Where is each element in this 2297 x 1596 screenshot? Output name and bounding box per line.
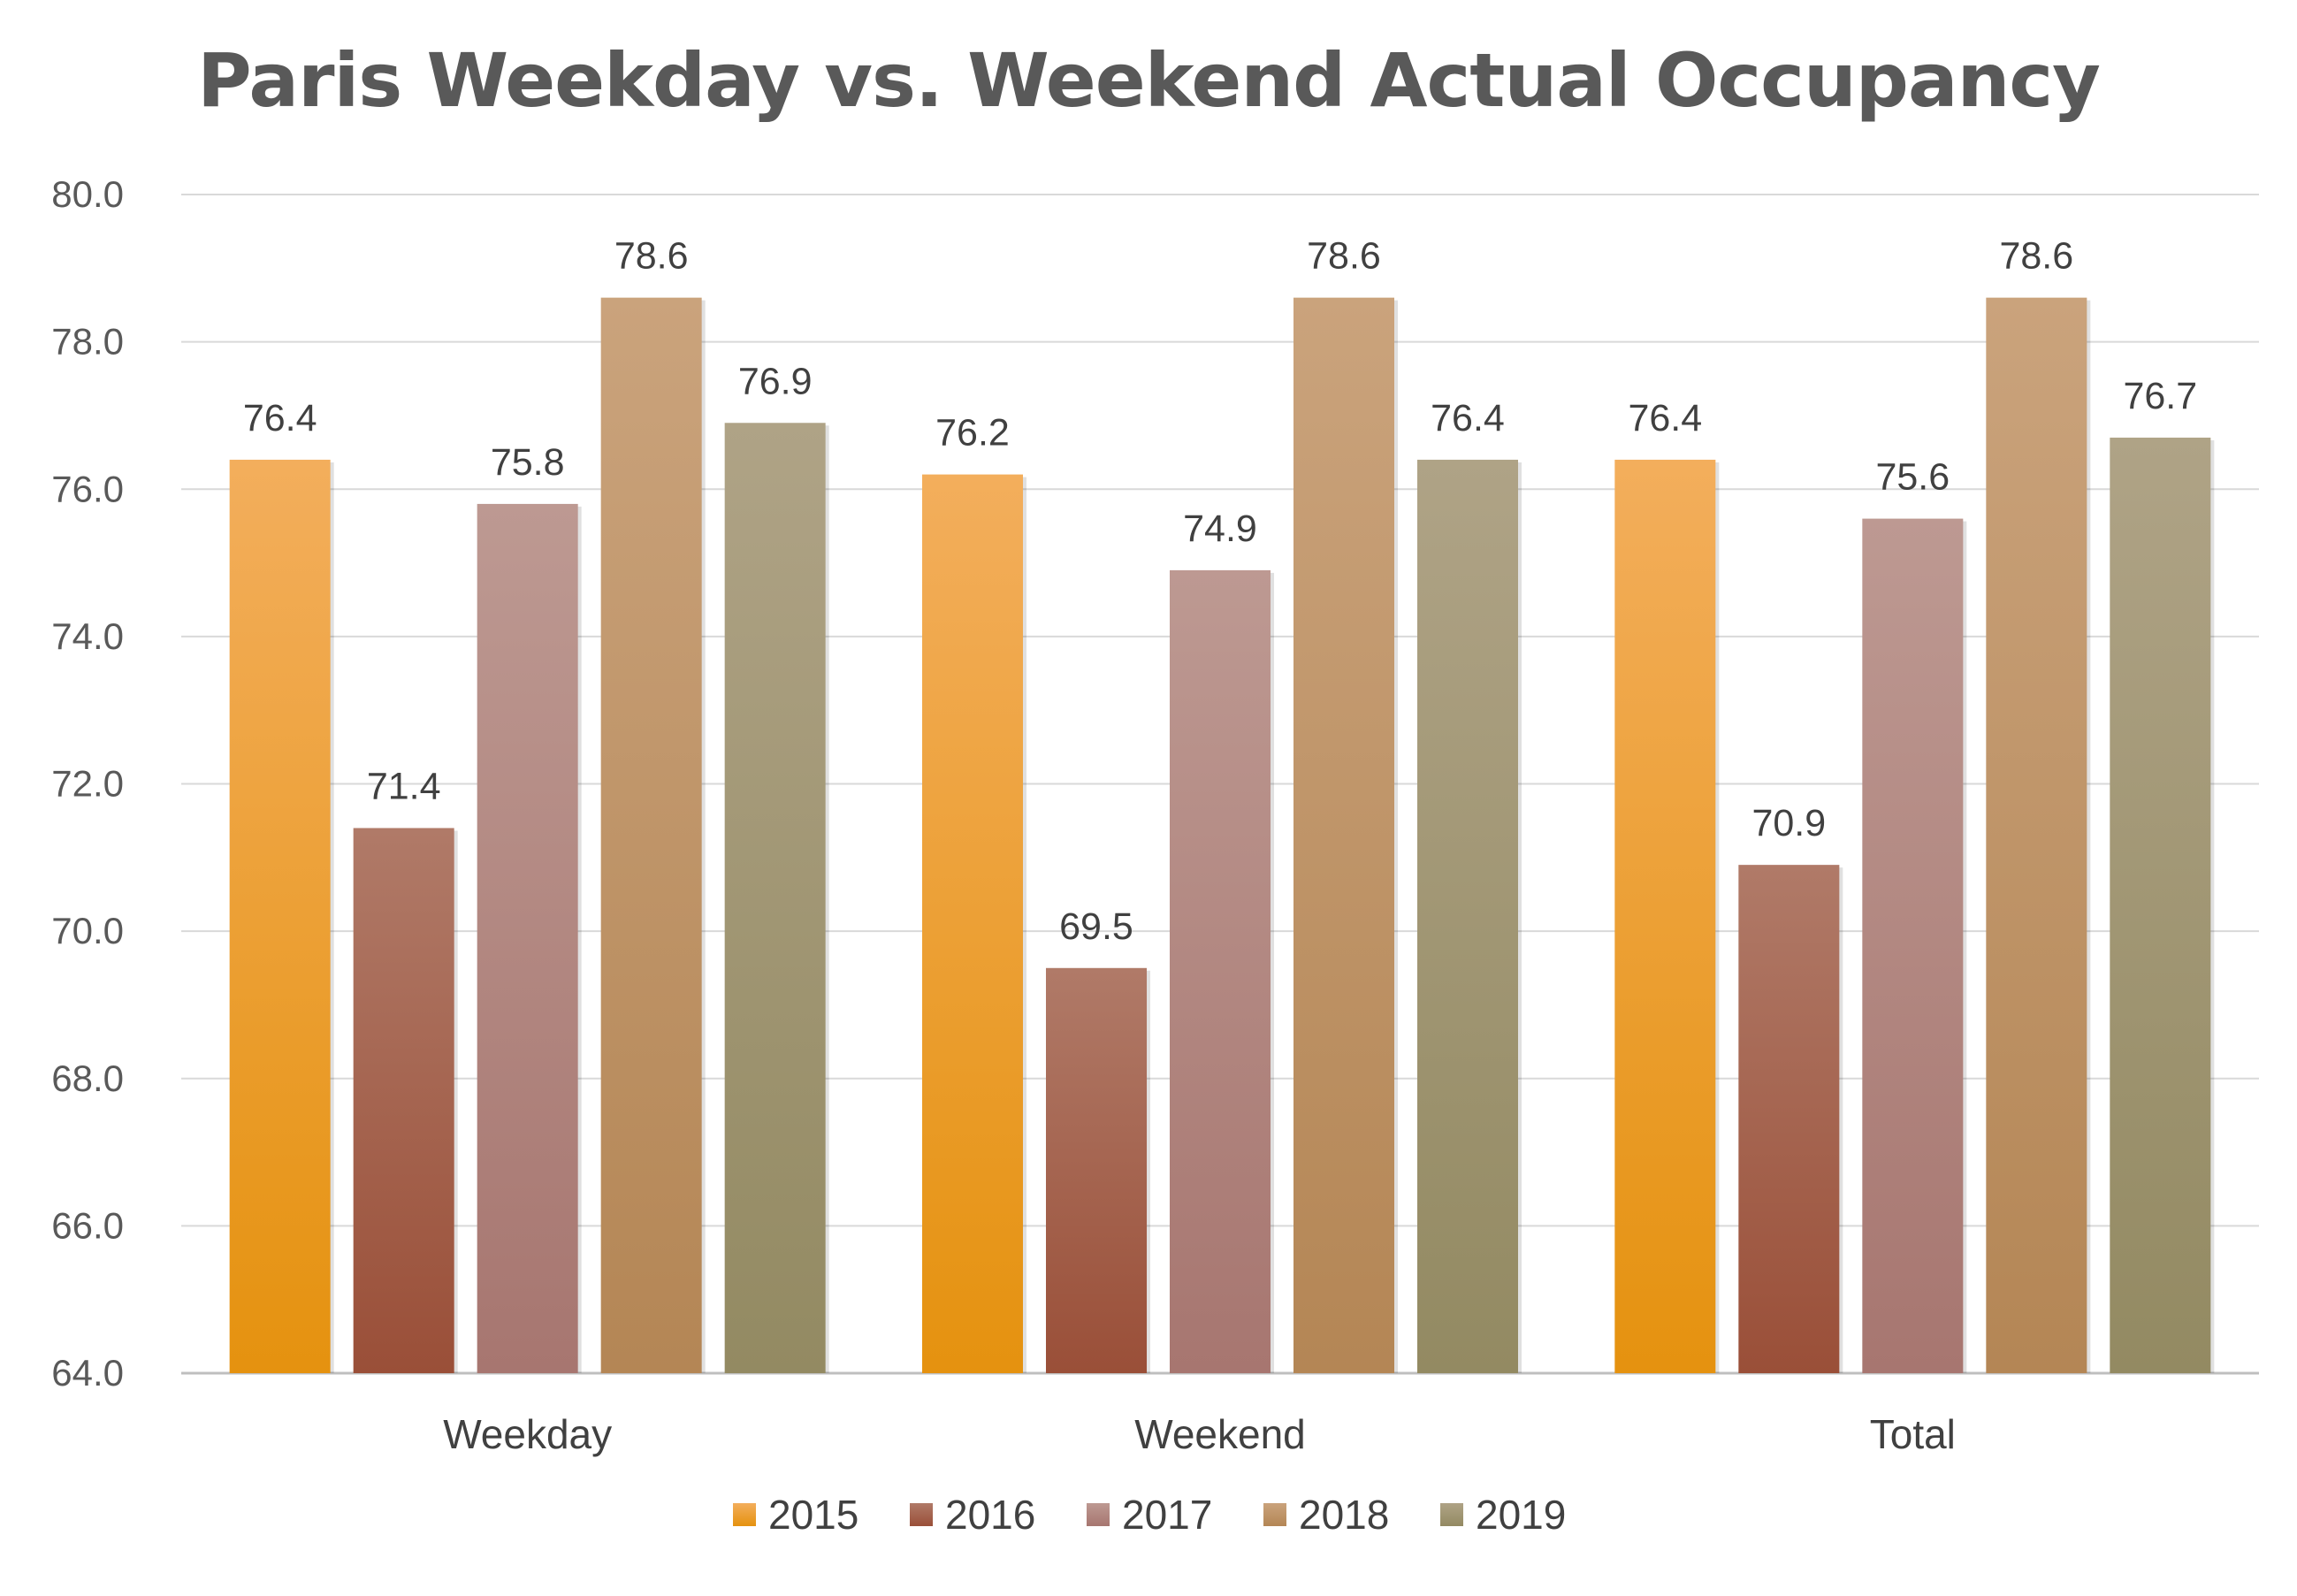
data-label: 78.6 bbox=[1999, 235, 2073, 278]
bar-2016-weekend bbox=[1046, 967, 1147, 1373]
y-tick-label: 70.0 bbox=[51, 910, 124, 951]
y-tick-label: 76.0 bbox=[51, 468, 124, 509]
bar-2018-weekday bbox=[600, 297, 702, 1374]
y-tick-label: 72.0 bbox=[51, 763, 124, 805]
bar-2017-weekday bbox=[477, 503, 578, 1373]
category-label: Total bbox=[1870, 1411, 1956, 1457]
bar-2019-weekend bbox=[1417, 459, 1518, 1373]
bar-2019-weekday bbox=[724, 423, 826, 1373]
category-label: Weekday bbox=[443, 1411, 612, 1457]
legend-label: 2016 bbox=[945, 1492, 1035, 1538]
legend-label: 2015 bbox=[768, 1492, 859, 1538]
data-label: 76.7 bbox=[2123, 375, 2197, 417]
bar-2015-total bbox=[1614, 459, 1716, 1373]
data-label: 70.9 bbox=[1751, 802, 1826, 844]
y-tick-label: 74.0 bbox=[51, 615, 124, 657]
bar-2016-total bbox=[1738, 865, 1840, 1373]
y-tick-label: 80.0 bbox=[51, 173, 124, 215]
chart-title: Paris Weekday vs. Weekend Actual Occupan… bbox=[197, 37, 2101, 124]
data-label: 71.4 bbox=[367, 765, 441, 807]
bar-2016-weekday bbox=[353, 828, 454, 1373]
bar-2017-total bbox=[1862, 518, 1964, 1373]
data-label: 76.4 bbox=[243, 397, 317, 439]
bar-2019-total bbox=[2110, 437, 2211, 1373]
legend: 2015 2016 2017 2018 2019 bbox=[733, 1492, 1566, 1538]
legend-swatch bbox=[1087, 1503, 1110, 1526]
bars bbox=[229, 297, 2215, 1374]
data-label: 76.2 bbox=[935, 412, 1010, 454]
data-label: 75.8 bbox=[491, 441, 565, 484]
bar-2015-weekend bbox=[922, 474, 1023, 1373]
data-label: 76.4 bbox=[1628, 397, 1702, 439]
bar-2017-weekend bbox=[1170, 569, 1271, 1373]
legend-swatch bbox=[1263, 1503, 1286, 1526]
data-label: 76.4 bbox=[1431, 397, 1505, 439]
y-tick-label: 64.0 bbox=[51, 1352, 124, 1394]
bar-2018-total bbox=[1986, 297, 2087, 1374]
data-labels: 76.4 71.4 75.8 78.6 76.9 76.2 69.5 74.9 78.6 76.4… bbox=[243, 235, 2197, 948]
bar-2018-weekend bbox=[1293, 297, 1394, 1374]
data-label: 74.9 bbox=[1183, 508, 1257, 550]
legend-swatch bbox=[733, 1503, 756, 1526]
legend-label: 2018 bbox=[1299, 1492, 1389, 1538]
y-axis-ticks: 80.0 78.0 76.0 74.0 72.0 70.0 68.0 66.0 64.0 bbox=[51, 173, 124, 1394]
bar-2015-weekday bbox=[229, 459, 331, 1373]
legend-label: 2017 bbox=[1122, 1492, 1212, 1538]
legend-swatch bbox=[910, 1503, 933, 1526]
y-tick-label: 66.0 bbox=[51, 1204, 124, 1246]
y-tick-label: 78.0 bbox=[51, 321, 124, 363]
category-label: Weekend bbox=[1134, 1411, 1306, 1457]
legend-label: 2019 bbox=[1476, 1492, 1566, 1538]
data-label: 69.5 bbox=[1059, 905, 1133, 948]
data-label: 75.6 bbox=[1875, 456, 1950, 499]
x-axis-categories: Weekday Weekend Total bbox=[443, 1411, 1956, 1457]
data-label: 78.6 bbox=[1307, 235, 1381, 278]
y-tick-label: 68.0 bbox=[51, 1058, 124, 1099]
data-label: 76.9 bbox=[738, 360, 813, 402]
data-label: 78.6 bbox=[614, 235, 689, 278]
legend-swatch bbox=[1440, 1503, 1463, 1526]
